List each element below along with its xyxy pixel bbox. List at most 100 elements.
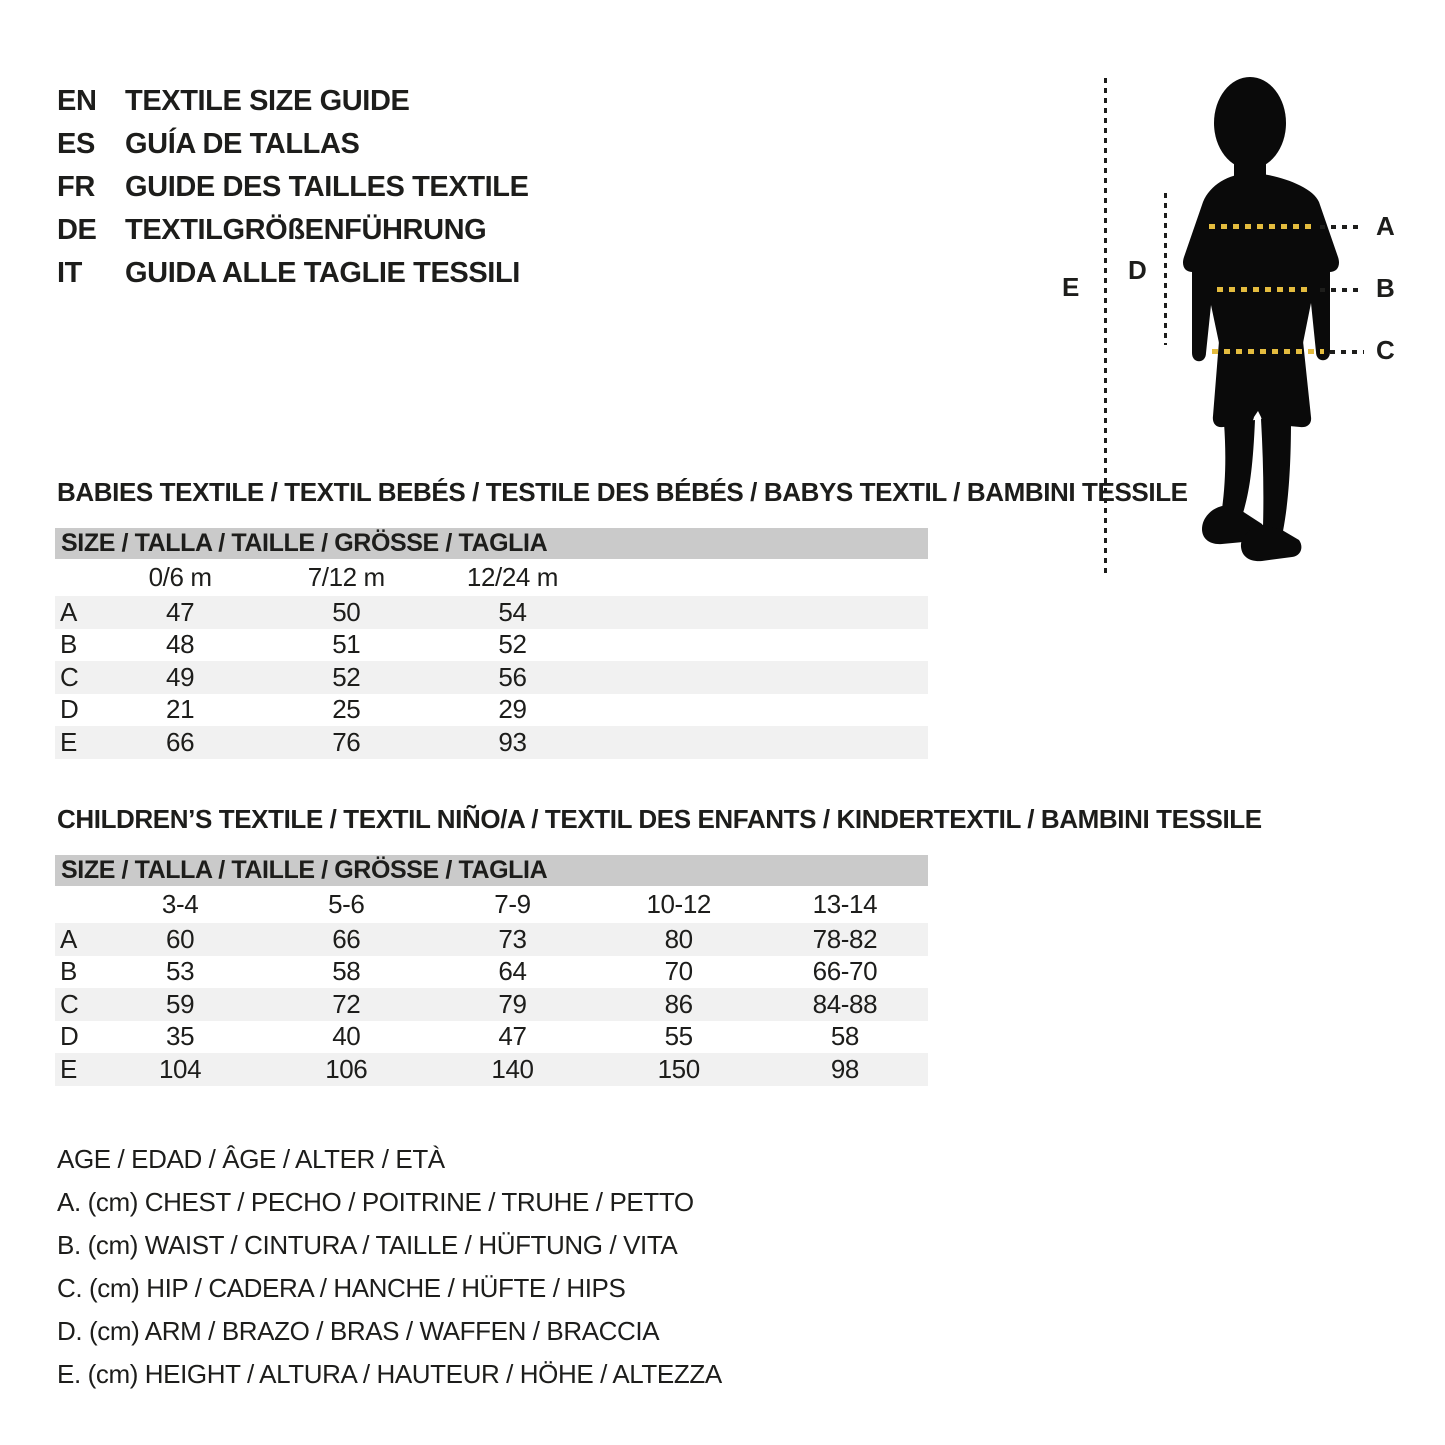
table-cell: 40 [332,1021,361,1052]
column-header: 5-6 [328,889,365,919]
table-cell: 79 [498,988,527,1019]
table-row: D 21 25 29 [55,694,928,727]
table-row: B 53 58 64 70 66-70 [55,956,928,989]
table-cell: 80 [664,923,694,954]
language-title: TEXTILE SIZE GUIDE [125,85,410,117]
table-row: D 35 40 47 55 58 [55,1021,928,1054]
table-cell: 53 [166,956,195,987]
measure-label-e: E [1062,272,1079,302]
children-size-table: SIZE / TALLA / TAILLE / GRÖSSE / TAGLIA … [55,855,928,1086]
table-cell: 47 [498,1021,527,1052]
table-cell: 73 [498,923,527,954]
children-column-header-row: 3-4 5-6 7-9 10-12 13-14 [55,886,928,923]
table-cell: 47 [166,596,195,627]
babies-section-title: BABIES TEXTILE / TEXTIL BEBÉS / TESTILE … [57,477,1188,507]
chest-measure-leader-a [1320,225,1364,229]
table-cell: 51 [332,629,361,660]
language-code: DE [57,214,97,246]
table-cell: 60 [166,923,195,954]
table-cell: 84-88 [812,988,878,1019]
table-cell: 86 [664,988,694,1019]
language-title: TEXTILGRÖßENFÜHRUNG [125,214,487,246]
child-silhouette-illustration [1182,77,1340,562]
language-row: IT GUIDA ALLE TAGLIE TESSILI [57,252,529,295]
table-cell: 104 [159,1053,202,1084]
table-cell: 55 [664,1021,694,1052]
language-code: ES [57,128,95,160]
table-row: A 47 50 54 [55,596,928,629]
language-row: EN TEXTILE SIZE GUIDE [57,80,529,123]
babies-size-header: SIZE / TALLA / TAILLE / GRÖSSE / TAGLIA [55,528,928,559]
row-label: B [60,956,77,987]
table-cell: 98 [830,1053,860,1084]
language-row: ES GUÍA DE TALLAS [57,123,529,166]
column-header: 7-9 [494,889,531,919]
language-title-block: EN TEXTILE SIZE GUIDE ES GUÍA DE TALLAS … [57,80,529,295]
language-code: IT [57,257,82,289]
table-cell: 66 [332,923,361,954]
legend-waist-line: B. (cm) WAIST / CINTURA / TAILLE / HÜFTU… [57,1230,678,1260]
measure-label-b: B [1376,273,1395,303]
language-code: FR [57,171,95,203]
table-row: B 48 51 52 [55,629,928,662]
measure-label-a: A [1376,211,1395,241]
language-title: GUÍA DE TALLAS [125,128,360,160]
column-header: 13-14 [812,889,878,919]
row-label: C [60,661,79,692]
language-title: GUIDE DES TAILLES TEXTILE [125,171,529,203]
table-cell: 106 [325,1053,368,1084]
table-row: C 59 72 79 86 84-88 [55,988,928,1021]
row-label: D [60,1021,79,1052]
table-cell: 52 [498,629,527,660]
table-cell: 140 [491,1053,534,1084]
table-cell: 58 [830,1021,860,1052]
waist-measure-line-b [1217,287,1309,292]
table-cell: 76 [332,726,361,757]
table-cell: 29 [498,694,527,725]
column-header: 3-4 [161,889,199,919]
children-section-title: CHILDREN’S TEXTILE / TEXTIL NIÑO/A / TEX… [57,804,1262,834]
table-cell: 150 [657,1053,701,1084]
table-cell: 54 [498,596,527,627]
babies-column-header-row: 0/6 m 7/12 m 12/24 m [55,559,928,596]
hip-measure-leader-c [1330,350,1364,354]
table-cell: 70 [664,956,694,987]
row-label: C [60,988,79,1019]
table-row: E 66 76 93 [55,726,928,759]
row-label: A [60,596,77,627]
column-header: 10-12 [646,889,711,919]
table-row: E 104 106 140 150 98 [55,1053,928,1086]
measure-label-c: C [1376,335,1395,365]
table-cell: 78-82 [812,923,878,954]
table-row: C 49 52 56 [55,661,928,694]
table-row: A 60 66 73 80 78-82 [55,923,928,956]
column-header: 12/24 m [466,562,559,592]
legend-arm-line: D. (cm) ARM / BRAZO / BRAS / WAFFEN / BR… [57,1316,660,1346]
arm-measure-line-d [1164,193,1167,345]
row-label: B [60,629,77,660]
table-cell: 93 [498,726,527,757]
table-cell: 48 [166,629,195,660]
table-cell: 66 [166,726,195,757]
table-cell: 66-70 [812,956,878,987]
table-cell: 56 [498,661,527,692]
children-size-header: SIZE / TALLA / TAILLE / GRÖSSE / TAGLIA [55,855,928,886]
chest-measure-line-a [1209,224,1315,229]
table-cell: 35 [166,1021,195,1052]
table-cell: 59 [166,988,195,1019]
column-header: 7/12 m [307,562,385,592]
row-label: D [60,694,79,725]
table-cell: 72 [332,988,361,1019]
row-label: E [60,726,77,757]
table-cell: 21 [166,694,195,725]
row-label: A [60,923,77,954]
legend-chest-line: A. (cm) CHEST / PECHO / POITRINE / TRUHE… [57,1187,694,1217]
column-header: 0/6 m [148,562,212,592]
language-code: EN [57,85,97,117]
language-title: GUIDA ALLE TAGLIE TESSILI [125,257,520,289]
legend-age-line: AGE / EDAD / ÂGE / ALTER / ETÀ [57,1144,445,1174]
height-measure-line-e [1104,78,1107,578]
table-cell: 49 [166,661,195,692]
table-cell: 52 [332,661,361,692]
